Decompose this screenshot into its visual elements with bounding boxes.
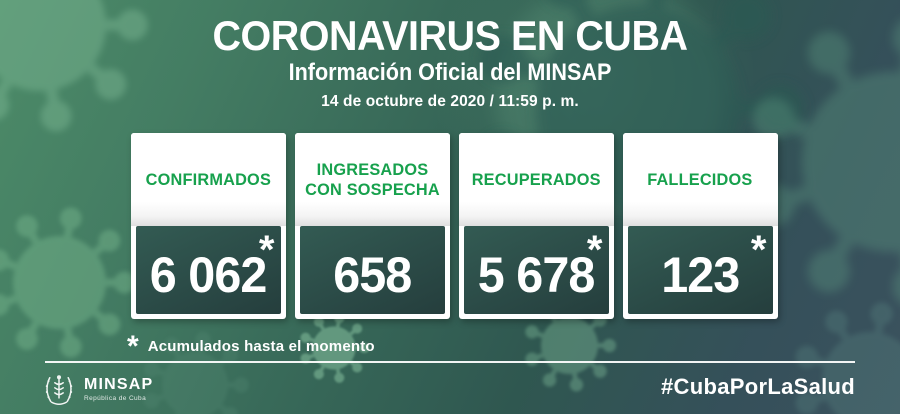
- minsap-emblem-icon: [45, 375, 73, 405]
- footnote: * Acumulados hasta el momento: [127, 330, 375, 363]
- card-recuperados: RECUPERADOS * 5 678: [458, 133, 614, 319]
- card-value: 658: [332, 247, 412, 303]
- card-value-panel: * 6 062: [135, 226, 281, 314]
- card-value-panel: * 5 678: [463, 226, 609, 314]
- page-subtitle: Información Oficial del MINSAP: [288, 59, 612, 87]
- card-label: INGRESADOS CON SOSPECHA: [304, 159, 440, 199]
- card-header: RECUPERADOS: [458, 133, 614, 226]
- brand-text: MINSAP República de Cuba: [84, 376, 154, 403]
- card-label: CONFIRMADOS: [145, 169, 271, 189]
- brand-subtext: República de Cuba: [84, 395, 147, 402]
- card-value-panel: * 123: [627, 226, 773, 314]
- card-label: FALLECIDOS: [647, 169, 753, 189]
- campaign-hashtag: #CubaPorLaSalud: [661, 374, 855, 399]
- minsap-logo: MINSAP República de Cuba: [42, 371, 153, 408]
- card-ingresados-con-sospecha: INGRESADOS CON SOSPECHA 658: [294, 133, 450, 319]
- brand-name: MINSAP: [84, 376, 154, 393]
- asterisk-marker: *: [258, 228, 275, 272]
- card-value: 5 678: [477, 247, 595, 303]
- asterisk-marker: *: [127, 330, 139, 363]
- card-header: FALLECIDOS: [622, 133, 778, 226]
- footer-divider: [45, 361, 855, 363]
- report-date: 14 de octubre de 2020 / 11:59 p. m.: [321, 93, 579, 111]
- card-header: CONFIRMADOS: [130, 133, 286, 226]
- asterisk-marker: *: [750, 228, 767, 272]
- stat-cards-row: CONFIRMADOS * 6 062 INGRESADOS CON SOSPE…: [4, 133, 900, 319]
- card-label: RECUPERADOS: [471, 169, 601, 189]
- card-confirmados: CONFIRMADOS * 6 062: [130, 133, 286, 319]
- card-fallecidos: FALLECIDOS * 123: [622, 133, 778, 319]
- header: CORONAVIRUS EN CUBA Información Oficial …: [0, 12, 900, 111]
- card-value-panel: 658: [299, 226, 445, 314]
- footnote-text: Acumulados hasta el momento: [147, 338, 375, 355]
- page-title: CORONAVIRUS EN CUBA: [212, 12, 688, 59]
- card-value: 123: [660, 247, 740, 303]
- card-value: 6 062: [149, 247, 267, 303]
- card-header: INGRESADOS CON SOSPECHA: [294, 133, 450, 226]
